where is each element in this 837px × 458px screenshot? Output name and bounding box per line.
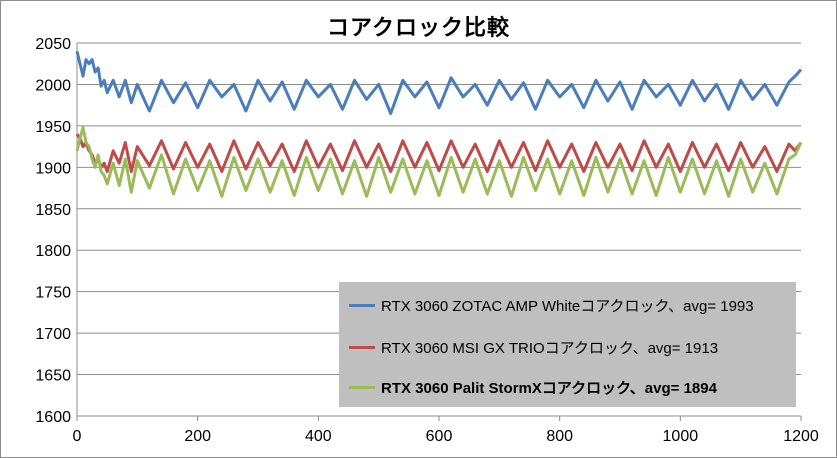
y-tick-label: 1750 <box>35 285 71 302</box>
y-tick-label: 1850 <box>35 202 71 219</box>
y-tick-label: 1900 <box>35 160 71 177</box>
x-tick-label: 400 <box>305 428 332 445</box>
legend: RTX 3060 ZOTAC AMP Whiteコアクロック、avg= 1993… <box>339 282 796 407</box>
y-tick-label: 2050 <box>35 36 71 53</box>
y-tick-label: 2000 <box>35 77 71 94</box>
x-tick-label: 0 <box>73 428 82 445</box>
legend-label-palit: RTX 3060 Palit StormXコアクロック、avg= 1894 <box>381 379 717 397</box>
y-tick-label: 1650 <box>35 368 71 385</box>
x-tick-label: 200 <box>184 428 211 445</box>
y-tick-label: 1800 <box>35 243 71 260</box>
legend-item-zotac: RTX 3060 ZOTAC AMP Whiteコアクロック、avg= 1993 <box>349 290 754 320</box>
series-line-0 <box>75 50 803 115</box>
y-tick-label: 1600 <box>35 409 71 426</box>
legend-swatch-zotac <box>349 303 375 307</box>
axes: 1600165017001750180018501900195020002050… <box>35 36 818 445</box>
x-tick-label: 800 <box>546 428 573 445</box>
series-line-1 <box>75 133 803 173</box>
x-tick-label: 600 <box>426 428 453 445</box>
y-tick-label: 1700 <box>35 326 71 343</box>
x-tick-label: 1200 <box>783 428 819 445</box>
legend-label-zotac: RTX 3060 ZOTAC AMP Whiteコアクロック、avg= 1993 <box>381 297 754 315</box>
series-lines <box>75 50 803 198</box>
legend-swatch-palit <box>349 385 375 389</box>
legend-item-msi: RTX 3060 MSI GX TRIOコアクロック、avg= 1913 <box>349 332 718 362</box>
legend-label-msi: RTX 3060 MSI GX TRIOコアクロック、avg= 1913 <box>381 339 719 357</box>
chart-title: コアクロック比較 <box>327 16 510 41</box>
legend-swatch-msi <box>349 345 375 349</box>
x-tick-label: 1000 <box>663 428 699 445</box>
y-tick-label: 1950 <box>35 119 71 136</box>
series-line-2 <box>75 126 803 198</box>
legend-item-palit: RTX 3060 Palit StormXコアクロック、avg= 1894 <box>349 372 717 402</box>
